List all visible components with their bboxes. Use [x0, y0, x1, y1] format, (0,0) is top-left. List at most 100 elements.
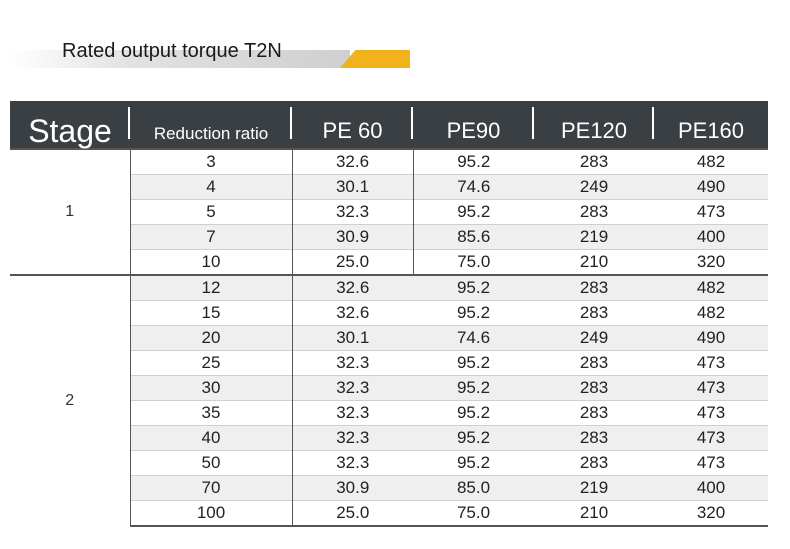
torque-cell: 482: [654, 274, 768, 301]
torque-cell: 283: [534, 375, 654, 401]
page-title: Rated output torque T2N: [62, 40, 282, 62]
torque-cell: 473: [654, 400, 768, 426]
ratio-cell: 4: [130, 174, 293, 200]
torque-cell: 249: [534, 325, 654, 351]
torque-cell: 482: [654, 300, 768, 326]
torque-cell: 25.0: [292, 249, 414, 275]
torque-cell: 95.2: [413, 400, 534, 426]
torque-cell: 95.2: [413, 148, 534, 175]
torque-cell: 32.6: [292, 274, 413, 301]
table-row: 50 32.3 95.2 283 473: [10, 450, 768, 476]
torque-cell: 75.0: [413, 249, 534, 275]
table-row: 25 32.3 95.2 283 473: [10, 350, 768, 376]
torque-cell: 30.9: [292, 475, 413, 501]
torque-cell: 473: [654, 199, 768, 225]
torque-cell: 95.2: [413, 199, 534, 225]
ratio-cell: 20: [130, 325, 293, 351]
torque-cell: 95.2: [413, 375, 534, 401]
torque-cell: 30.9: [292, 224, 414, 250]
ratio-cell: 15: [130, 300, 293, 326]
torque-cell: 490: [654, 174, 768, 200]
torque-cell: 482: [654, 148, 768, 175]
torque-cell: 32.3: [292, 350, 413, 376]
table-row: 15 32.6 95.2 283 482: [10, 300, 768, 326]
header-stage: Stage: [10, 101, 130, 149]
ratio-cell: 30: [130, 375, 293, 401]
torque-cell: 210: [534, 249, 654, 275]
torque-cell: 74.6: [413, 174, 534, 200]
torque-cell: 473: [654, 375, 768, 401]
header-pe90: PE90: [413, 101, 534, 149]
torque-cell: 320: [654, 249, 768, 275]
table-row: 7 30.9 85.6 219 400: [10, 224, 768, 250]
table-row: 35 32.3 95.2 283 473: [10, 400, 768, 426]
header-reduction-ratio: Reduction ratio: [130, 101, 292, 149]
ratio-cell: 5: [130, 199, 293, 225]
table-row: 40 32.3 95.2 283 473: [10, 425, 768, 451]
torque-cell: 400: [654, 475, 768, 501]
torque-cell: 95.2: [413, 350, 534, 376]
torque-cell: 95.2: [413, 450, 534, 476]
torque-cell: 283: [534, 274, 654, 301]
ratio-cell: 35: [130, 400, 293, 426]
torque-cell: 85.6: [413, 224, 534, 250]
header-pe120: PE120: [534, 101, 654, 149]
ratio-cell: 25: [130, 350, 293, 376]
table-row: 2 12 32.6 95.2 283 482: [10, 274, 768, 526]
torque-cell: 210: [534, 500, 654, 527]
table-row: 5 32.3 95.2 283 473: [10, 199, 768, 225]
stage-cell: 2: [10, 274, 131, 526]
ratio-cell: 40: [130, 425, 293, 451]
ratio-cell: 70: [130, 475, 293, 501]
torque-cell: 283: [534, 199, 654, 225]
torque-cell: 32.3: [292, 375, 413, 401]
ratio-cell: 100: [130, 500, 293, 527]
torque-cell: 95.2: [413, 425, 534, 451]
torque-cell: 219: [534, 475, 654, 501]
torque-cell: 283: [534, 300, 654, 326]
banner-grey-bar: [10, 50, 350, 68]
torque-cell: 249: [534, 174, 654, 200]
stage-cell: 1: [10, 148, 131, 275]
torque-cell: 473: [654, 425, 768, 451]
table-row: 70 30.9 85.0 219 400: [10, 475, 768, 501]
table-row: 20 30.1 74.6 249 490: [10, 325, 768, 351]
ratio-cell: 12: [130, 274, 293, 301]
ratio-cell: 3: [130, 148, 293, 175]
header-pe160: PE160: [654, 101, 768, 149]
table-row: 1 3 32.6 95.2 283 482: [10, 148, 768, 275]
torque-cell: 32.3: [292, 400, 413, 426]
header-row: Stage Reduction ratio PE 60 PE90 PE120 P…: [10, 101, 768, 149]
torque-cell: 30.1: [292, 325, 413, 351]
torque-cell: 473: [654, 450, 768, 476]
table-row: 30 32.3 95.2 283 473: [10, 375, 768, 401]
torque-cell: 490: [654, 325, 768, 351]
torque-cell: 219: [534, 224, 654, 250]
torque-cell: 30.1: [292, 174, 414, 200]
torque-cell: 400: [654, 224, 768, 250]
banner-accent-bar: [340, 50, 410, 68]
title-banner: Rated output torque T2N: [10, 40, 410, 70]
torque-cell: 75.0: [413, 500, 534, 527]
ratio-cell: 7: [130, 224, 293, 250]
torque-cell: 32.3: [292, 425, 413, 451]
table-row: 10 25.0 75.0 210 320: [10, 249, 768, 275]
torque-cell: 25.0: [292, 500, 413, 527]
torque-cell: 32.6: [292, 148, 414, 175]
torque-cell: 85.0: [413, 475, 534, 501]
torque-cell: 283: [534, 450, 654, 476]
ratio-cell: 50: [130, 450, 293, 476]
torque-cell: 283: [534, 350, 654, 376]
torque-cell: 95.2: [413, 274, 534, 301]
ratio-cell: 10: [130, 249, 293, 275]
torque-cell: 283: [534, 400, 654, 426]
torque-cell: 473: [654, 350, 768, 376]
table-body: 1 3 32.6 95.2 283 482 4 30.1 74.6 249 490 5 32.3 95.2…: [10, 148, 768, 527]
torque-cell: 74.6: [413, 325, 534, 351]
torque-cell: 320: [654, 500, 768, 527]
torque-cell: 283: [534, 425, 654, 451]
torque-cell: 283: [534, 148, 654, 175]
torque-cell: 95.2: [413, 300, 534, 326]
table-row: 4 30.1 74.6 249 490: [10, 174, 768, 200]
torque-cell: 32.6: [292, 300, 413, 326]
